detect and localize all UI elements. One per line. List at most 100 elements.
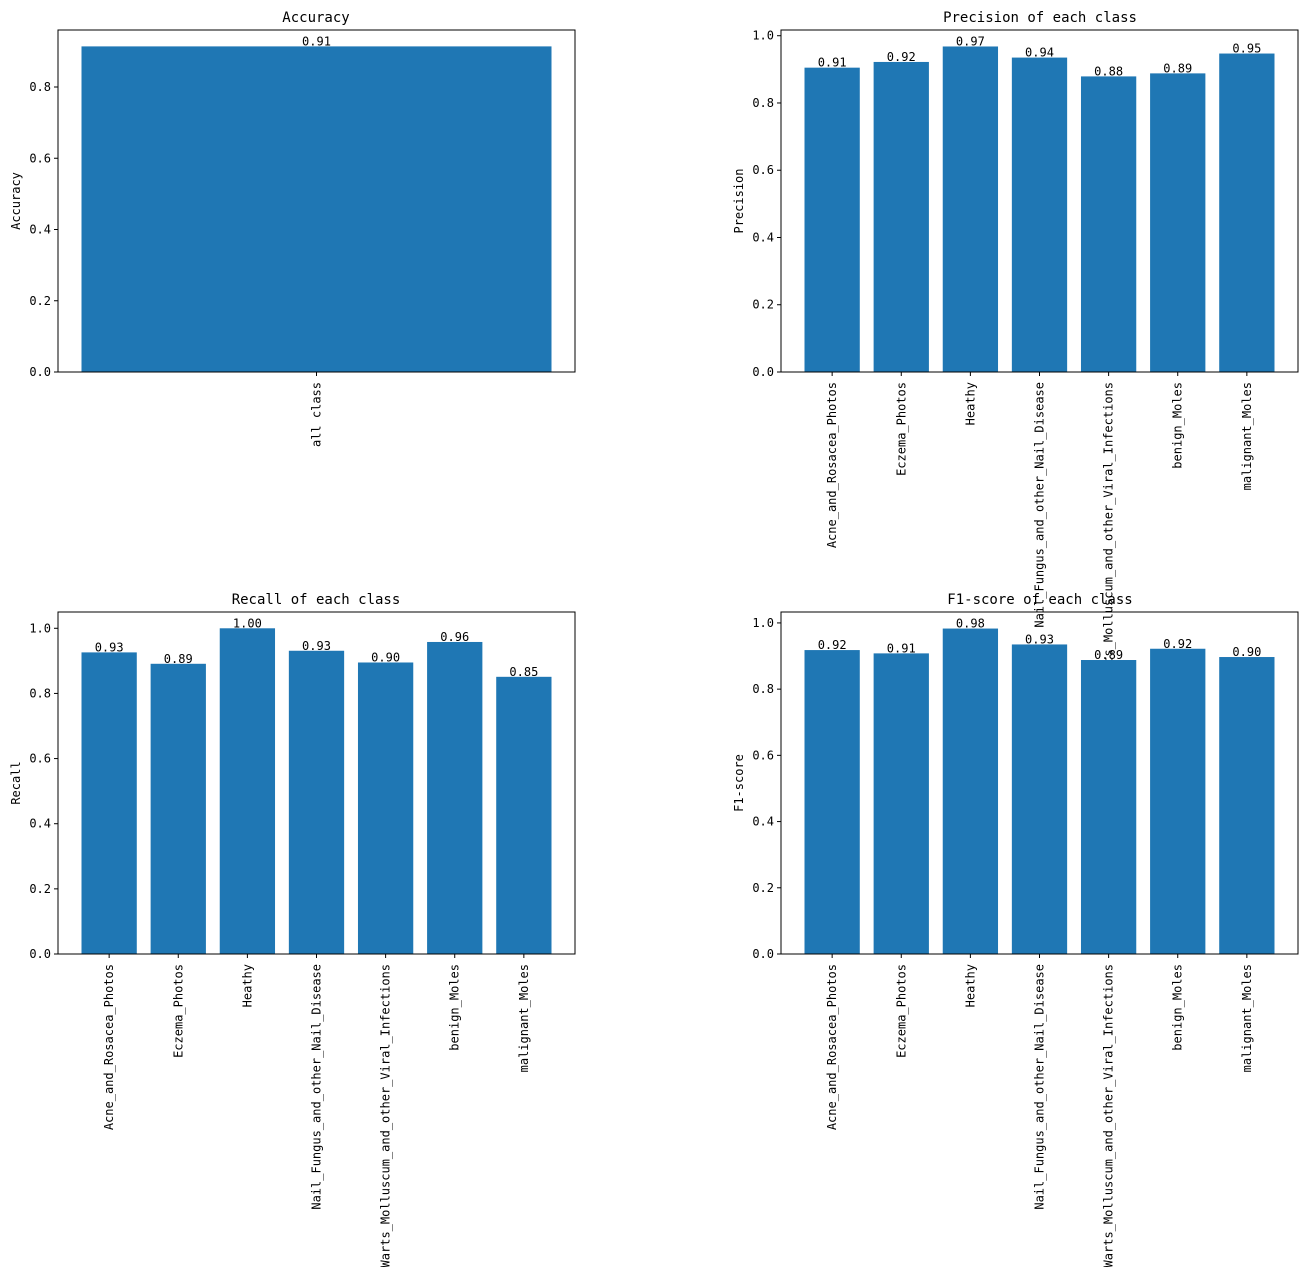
bar-1 bbox=[873, 61, 929, 372]
accuracy-chart: Accuracy Accuracy 0.0 0.2 0.4 0.6 0.8 all cla… bbox=[9, 10, 576, 447]
data-label: 0.91 bbox=[302, 34, 331, 48]
y-tick-label: 0.6 bbox=[752, 748, 774, 762]
x-tick-label: Heathy bbox=[963, 382, 977, 425]
data-label: 0.85 bbox=[509, 665, 538, 679]
y-tick-label: 0.0 bbox=[29, 947, 51, 961]
x-tick-label: Acne_and_Rosacea_Photos bbox=[825, 964, 839, 1130]
bar-4 bbox=[1080, 660, 1137, 954]
y-tick-label: 0.8 bbox=[29, 686, 51, 700]
data-label: 0.93 bbox=[95, 640, 124, 654]
y-tick-label: 0.8 bbox=[29, 80, 51, 94]
y-tick-label: 0.2 bbox=[29, 882, 51, 896]
bar-2 bbox=[942, 46, 999, 372]
data-label: 0.89 bbox=[164, 652, 193, 666]
bar-3 bbox=[1011, 57, 1068, 372]
y-tick-label: 0.0 bbox=[29, 365, 51, 379]
data-label: 0.92 bbox=[887, 50, 916, 64]
x-tick-label: Eczema_Photos bbox=[171, 964, 185, 1058]
x-tick-label: malignant_Moles bbox=[1240, 382, 1254, 490]
chart-title: Recall of each class bbox=[232, 592, 401, 608]
data-label: 0.90 bbox=[1232, 645, 1261, 659]
bar-1 bbox=[150, 663, 206, 954]
y-tick-label: 1.0 bbox=[752, 29, 774, 43]
data-label: 0.92 bbox=[818, 638, 847, 652]
x-tick-label: Acne_and_Rosacea_Photos bbox=[825, 382, 839, 548]
x-tick-label: Nail_Fungus_and_other_Nail_Disease bbox=[1033, 382, 1047, 628]
y-tick-label: 1.0 bbox=[29, 621, 51, 635]
data-label: 0.98 bbox=[956, 617, 985, 631]
data-label: 0.90 bbox=[371, 650, 400, 664]
x-tick-label: malignant_Moles bbox=[1240, 964, 1254, 1072]
data-label: 0.89 bbox=[1163, 61, 1192, 75]
f1-score-chart: F1-score of each class F1-score 0.0 0.2 0.… bbox=[732, 592, 1299, 1267]
bar-1 bbox=[873, 653, 929, 954]
y-tick-label: 0.6 bbox=[29, 752, 51, 766]
x-tick-label: Acne_and_Rosacea_Photos bbox=[102, 964, 116, 1130]
data-label: 0.93 bbox=[302, 639, 331, 653]
bar-6 bbox=[1219, 657, 1275, 954]
data-label: 1.00 bbox=[233, 616, 262, 630]
data-label: 0.92 bbox=[1163, 637, 1192, 651]
chart-title: Accuracy bbox=[282, 10, 349, 26]
bar-0 bbox=[81, 652, 137, 954]
bar-2 bbox=[219, 628, 276, 954]
y-axis-label: Recall bbox=[9, 761, 23, 804]
x-tick-label: Warts_Molluscum_and_other_Viral_Infectio… bbox=[379, 964, 393, 1267]
data-label: 0.96 bbox=[440, 630, 469, 644]
data-label: 0.97 bbox=[956, 34, 985, 48]
bar-4 bbox=[357, 662, 414, 954]
bar-0 bbox=[81, 46, 552, 372]
y-axis-label: Accuracy bbox=[9, 172, 23, 230]
precision-chart: Precision of each class Precision 0.0 0.2… bbox=[732, 10, 1299, 685]
data-label: 0.88 bbox=[1094, 64, 1123, 78]
data-label: 0.93 bbox=[1025, 632, 1054, 646]
bar-0 bbox=[804, 650, 860, 954]
x-tick-label: malignant_Moles bbox=[517, 964, 531, 1072]
bar-6 bbox=[1219, 53, 1275, 372]
y-tick-label: 0.4 bbox=[29, 817, 51, 831]
x-tick-label: Warts_Molluscum_and_other_Viral_Infectio… bbox=[1102, 382, 1116, 685]
x-tick-label: Eczema_Photos bbox=[894, 382, 908, 476]
y-tick-label: 0.0 bbox=[752, 947, 774, 961]
x-tick-label: all class bbox=[310, 382, 324, 447]
x-tick-label: Warts_Molluscum_and_other_Viral_Infectio… bbox=[1102, 964, 1116, 1267]
chart-title: F1-score of each class bbox=[947, 592, 1132, 608]
bar-0 bbox=[804, 67, 860, 372]
recall-chart: Recall of each class Recall 0.0 0.2 0.4 0.6… bbox=[9, 592, 576, 1267]
x-tick-label: Heathy bbox=[963, 964, 977, 1007]
y-tick-label: 1.0 bbox=[752, 616, 774, 630]
y-tick-label: 0.6 bbox=[29, 151, 51, 165]
y-tick-label: 0.6 bbox=[752, 163, 774, 177]
y-tick-label: 0.4 bbox=[752, 815, 774, 829]
x-tick-label: Nail_Fungus_and_other_Nail_Disease bbox=[1033, 964, 1047, 1210]
y-axis-label: F1-score bbox=[732, 754, 746, 812]
bar-5 bbox=[1150, 73, 1206, 372]
data-label: 0.89 bbox=[1094, 648, 1123, 662]
data-label: 0.91 bbox=[887, 641, 916, 655]
y-axis-label: Precision bbox=[732, 168, 746, 233]
y-tick-label: 0.4 bbox=[29, 223, 51, 237]
y-tick-label: 0.0 bbox=[752, 365, 774, 379]
bar-6 bbox=[496, 676, 552, 954]
x-tick-label: benign_Moles bbox=[1171, 964, 1185, 1051]
bar-3 bbox=[288, 650, 345, 954]
x-tick-label: Eczema_Photos bbox=[894, 964, 908, 1058]
x-tick-label: benign_Moles bbox=[448, 964, 462, 1051]
data-label: 0.94 bbox=[1025, 46, 1054, 60]
chart-title: Precision of each class bbox=[943, 10, 1137, 26]
y-tick-label: 0.2 bbox=[752, 881, 774, 895]
y-tick-label: 0.8 bbox=[752, 682, 774, 696]
y-tick-label: 0.2 bbox=[752, 298, 774, 312]
bar-3 bbox=[1011, 644, 1068, 954]
bar-5 bbox=[1150, 648, 1206, 954]
bar-4 bbox=[1080, 76, 1137, 372]
data-label: 0.95 bbox=[1232, 42, 1261, 56]
y-tick-label: 0.8 bbox=[752, 96, 774, 110]
y-tick-label: 0.2 bbox=[29, 294, 51, 308]
bar-2 bbox=[942, 628, 999, 954]
y-tick-label: 0.4 bbox=[752, 230, 774, 244]
x-tick-label: benign_Moles bbox=[1171, 382, 1185, 469]
x-tick-label: Heathy bbox=[240, 964, 254, 1007]
data-label: 0.91 bbox=[818, 56, 847, 70]
